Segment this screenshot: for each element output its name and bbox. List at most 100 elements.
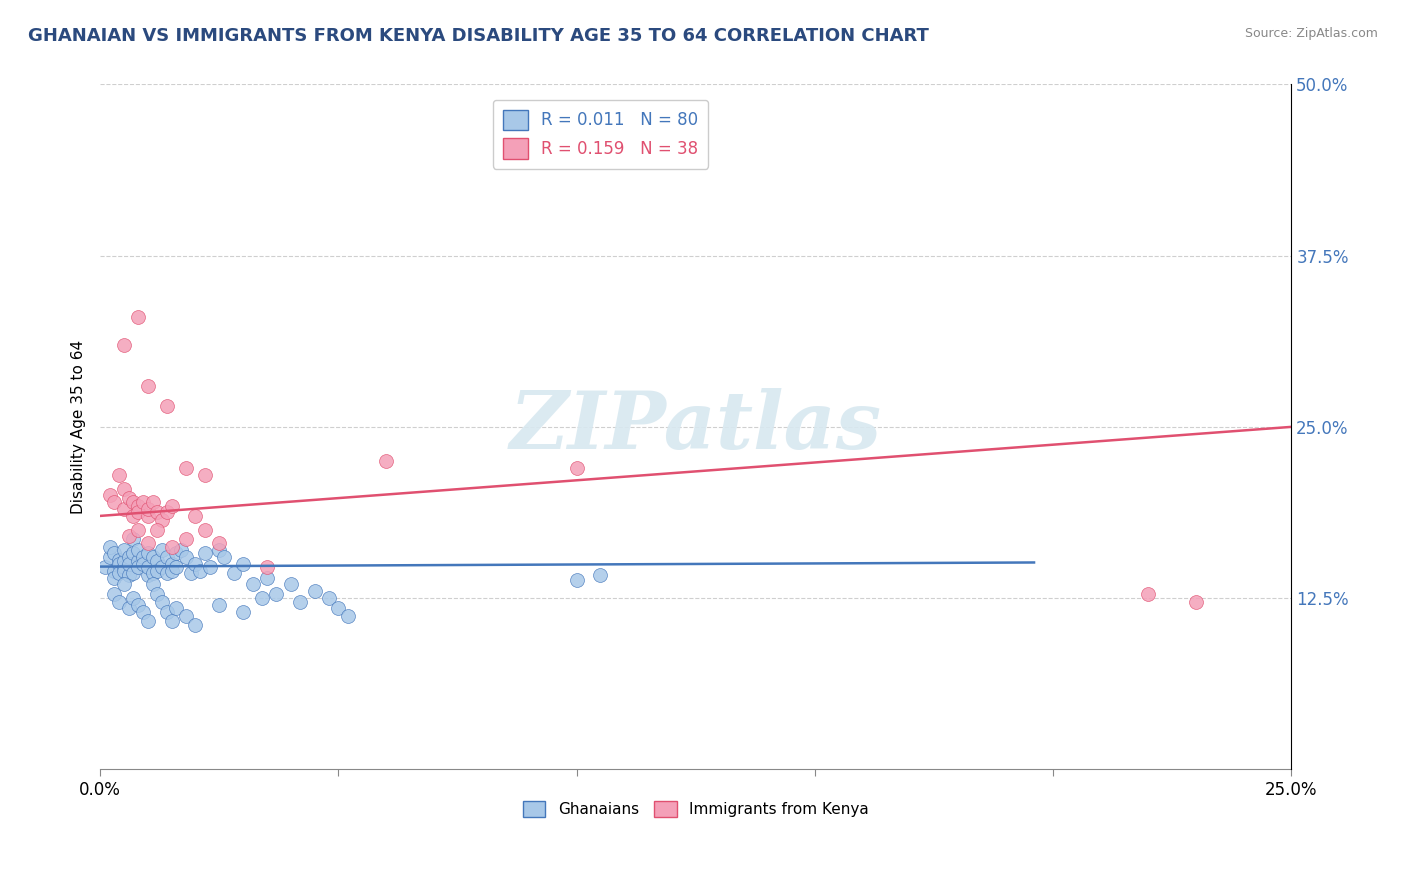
Point xyxy=(103,587,125,601)
Text: ZIPatlas: ZIPatlas xyxy=(509,388,882,466)
Point xyxy=(208,536,231,550)
Point xyxy=(160,541,183,555)
Point xyxy=(194,467,217,482)
Point xyxy=(122,546,145,560)
Point xyxy=(118,567,141,582)
Point xyxy=(156,400,179,414)
Point xyxy=(122,495,145,509)
Point xyxy=(242,577,264,591)
Point xyxy=(127,559,149,574)
Point xyxy=(150,543,173,558)
Point xyxy=(146,587,169,601)
Point xyxy=(112,482,135,496)
Point xyxy=(589,567,612,582)
Point xyxy=(146,564,169,578)
Point xyxy=(136,615,159,629)
Point xyxy=(118,529,141,543)
Point xyxy=(122,591,145,606)
Point xyxy=(141,566,163,581)
Point xyxy=(194,523,217,537)
Point xyxy=(165,600,187,615)
Point xyxy=(108,595,131,609)
Legend: Ghanaians, Immigrants from Kenya: Ghanaians, Immigrants from Kenya xyxy=(516,795,875,823)
Point xyxy=(208,598,231,612)
Point xyxy=(208,543,231,558)
Point xyxy=(280,577,302,591)
Point xyxy=(108,557,131,571)
Point xyxy=(156,549,179,564)
Point xyxy=(232,605,254,619)
Point xyxy=(132,495,155,509)
Point xyxy=(336,608,359,623)
Point xyxy=(141,577,163,591)
Point xyxy=(136,378,159,392)
Y-axis label: Disability Age 35 to 64: Disability Age 35 to 64 xyxy=(72,340,86,514)
Point xyxy=(318,591,340,606)
Point xyxy=(94,559,117,574)
Point xyxy=(170,543,193,558)
Point xyxy=(118,491,141,505)
Point xyxy=(1137,587,1160,601)
Point xyxy=(266,587,288,601)
Point xyxy=(156,566,179,581)
Point xyxy=(112,564,135,578)
Point xyxy=(136,567,159,582)
Point xyxy=(127,523,149,537)
Point xyxy=(112,577,135,591)
Point xyxy=(160,500,183,514)
Point xyxy=(212,549,235,564)
Point xyxy=(198,559,221,574)
Point xyxy=(127,554,149,568)
Point xyxy=(146,505,169,519)
Point xyxy=(108,553,131,567)
Point xyxy=(146,523,169,537)
Point xyxy=(98,488,121,502)
Point xyxy=(98,541,121,555)
Point xyxy=(188,564,211,578)
Point xyxy=(108,566,131,581)
Point xyxy=(127,505,149,519)
Point xyxy=(250,591,273,606)
Point xyxy=(1185,595,1208,609)
Point xyxy=(136,559,159,574)
Point xyxy=(150,513,173,527)
Point xyxy=(156,605,179,619)
Point xyxy=(160,564,183,578)
Point xyxy=(328,600,350,615)
Point xyxy=(136,502,159,516)
Point xyxy=(118,549,141,564)
Point xyxy=(132,549,155,564)
Point xyxy=(118,600,141,615)
Point xyxy=(565,574,588,588)
Point xyxy=(256,570,278,584)
Point xyxy=(565,461,588,475)
Point xyxy=(165,559,187,574)
Point xyxy=(122,508,145,523)
Point xyxy=(122,532,145,546)
Point xyxy=(150,559,173,574)
Point xyxy=(184,618,207,632)
Point xyxy=(136,508,159,523)
Point xyxy=(103,564,125,578)
Point xyxy=(156,505,179,519)
Point xyxy=(174,461,197,475)
Point xyxy=(184,508,207,523)
Point xyxy=(232,557,254,571)
Point xyxy=(160,557,183,571)
Point xyxy=(112,543,135,558)
Point xyxy=(174,549,197,564)
Point xyxy=(194,546,217,560)
Point xyxy=(112,559,135,574)
Point xyxy=(141,495,163,509)
Point xyxy=(136,536,159,550)
Point xyxy=(127,598,149,612)
Point xyxy=(222,566,245,581)
Point xyxy=(127,543,149,558)
Point xyxy=(290,595,312,609)
Point xyxy=(174,532,197,546)
Point xyxy=(112,502,135,516)
Point xyxy=(136,546,159,560)
Point xyxy=(103,546,125,560)
Point xyxy=(122,566,145,581)
Point xyxy=(141,549,163,564)
